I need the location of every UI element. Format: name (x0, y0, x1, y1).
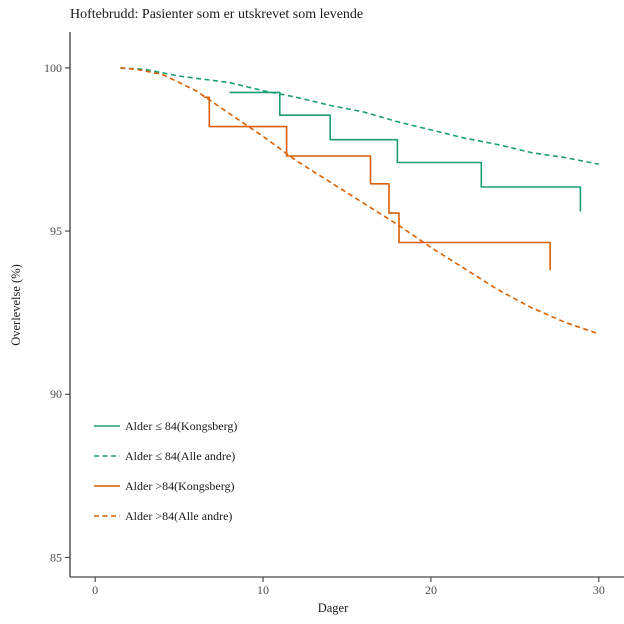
x-tick-label: 10 (257, 583, 269, 597)
series-line-1 (229, 91, 582, 212)
legend: Alder ≤ 84(Kongsberg) Alder ≤ 84(Alle and… (94, 419, 237, 523)
tick-group: 0 10 20 30 85 90 95 100 (44, 61, 605, 597)
y-tick-label: 100 (44, 61, 62, 75)
x-tick-label: 0 (92, 583, 98, 597)
x-tick-label: 20 (425, 583, 437, 597)
series-line-4 (120, 67, 600, 335)
legend-label-4: Alder >84(Alle andre) (125, 509, 232, 523)
series-layer (120, 67, 600, 335)
y-axis-label: Overlevelse (%) (9, 264, 23, 346)
series-line-2 (120, 67, 599, 165)
legend-label-2: Alder ≤ 84(Alle andre) (125, 449, 235, 463)
series-line-3 (204, 96, 551, 271)
y-tick-label: 85 (50, 550, 62, 564)
legend-label-3: Alder >84(Kongsberg) (125, 479, 235, 493)
x-tick-label: 30 (593, 583, 605, 597)
chart-title: Hoftebrudd: Pasienter som er utskrevet s… (70, 7, 364, 22)
legend-label-1: Alder ≤ 84(Kongsberg) (125, 419, 237, 433)
x-axis-label: Dager (318, 601, 349, 615)
axes (69, 32, 624, 578)
y-tick-label: 95 (50, 224, 62, 238)
y-tick-label: 90 (50, 387, 62, 401)
